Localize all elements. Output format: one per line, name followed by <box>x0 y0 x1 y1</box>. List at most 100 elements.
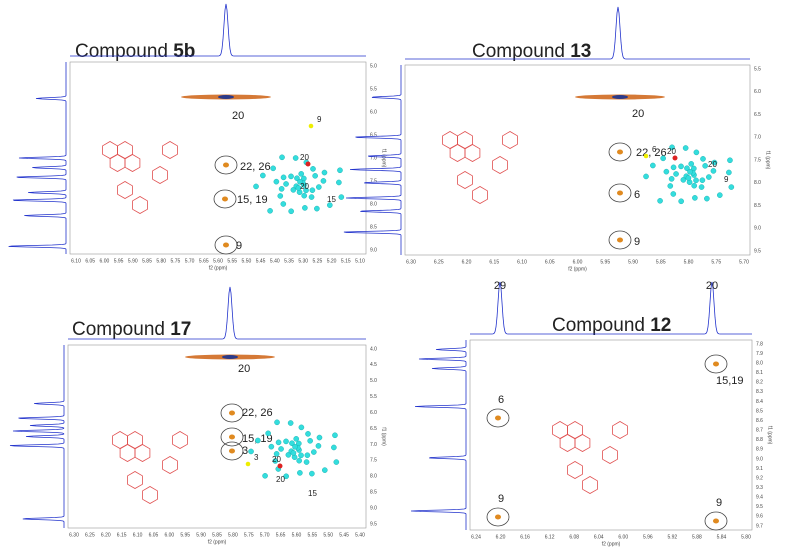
model-atom <box>308 194 315 200</box>
ring <box>127 471 143 489</box>
peak-label: 15, 19 <box>237 194 268 206</box>
peak-label: 6 <box>498 394 504 406</box>
model-atom <box>283 181 289 187</box>
cross-peak <box>495 514 501 520</box>
ring <box>134 444 151 462</box>
plot-frame <box>69 61 367 255</box>
top-peak-label: 20 <box>706 280 718 292</box>
cross-peak <box>495 415 501 421</box>
y-tick-label: 8.5 <box>756 408 763 414</box>
left-projection <box>9 345 65 528</box>
x-tick-label: 5.55 <box>307 532 317 538</box>
x-tick-label: 5.60 <box>213 258 223 264</box>
ring <box>612 421 628 439</box>
cross-peak-core <box>222 355 238 359</box>
top-projection <box>68 286 366 340</box>
y-tick-label: 8.5 <box>370 490 377 496</box>
peak-circle <box>214 235 238 255</box>
x-tick-label: 6.15 <box>117 532 127 538</box>
ring <box>567 461 583 479</box>
model-atom <box>704 195 710 202</box>
model-atom <box>691 182 697 189</box>
y-tick-label: 5.5 <box>370 394 377 400</box>
x-tick-label: 5.45 <box>256 258 266 264</box>
x-tick-label: 6.08 <box>569 534 579 540</box>
model-atom <box>304 452 311 459</box>
model-atom <box>280 174 287 181</box>
model-atom <box>650 162 656 169</box>
model-atom <box>336 179 342 186</box>
x-tick-label: 6.16 <box>520 534 530 540</box>
x-tick-label: 5.40 <box>355 532 365 538</box>
cross-peak <box>223 242 229 248</box>
x-tick-label: 5.30 <box>298 258 308 264</box>
peak-circle <box>220 441 244 461</box>
model-atom <box>253 183 259 190</box>
x-tick-label: 5.70 <box>185 258 195 264</box>
model-atom <box>275 439 282 446</box>
model-atom <box>672 155 678 161</box>
x-tick-label: 5.35 <box>284 258 294 264</box>
model-atom <box>331 444 337 451</box>
plot-frame <box>67 344 367 529</box>
y-tick-label: 7.5 <box>754 157 761 163</box>
peak-label: 9 <box>634 236 640 248</box>
ring <box>117 181 133 199</box>
x-tick-label: 5.84 <box>717 534 727 540</box>
model-atom <box>698 184 705 190</box>
model-atom <box>685 175 692 181</box>
cross-peak <box>617 149 623 155</box>
x-tick-label: 5.96 <box>643 534 653 540</box>
peak-label: 20 <box>232 110 244 122</box>
model-atom <box>322 467 328 473</box>
y-tick-label: 9.5 <box>370 521 377 527</box>
peak-label: 22, 26 <box>240 161 271 173</box>
model-atom <box>265 430 271 437</box>
peak-circle <box>486 507 510 527</box>
x-tick-label: 5.85 <box>142 258 152 264</box>
x-tick-label: 6.05 <box>545 259 555 265</box>
model-atom <box>301 192 307 199</box>
ring <box>492 156 508 174</box>
x-tick-label: 6.25 <box>85 532 95 538</box>
model-atom <box>320 178 327 184</box>
model-label: 15 <box>327 195 336 204</box>
ring <box>172 431 188 449</box>
x-tick-label: 5.45 <box>339 532 349 538</box>
x-tick-label: 6.25 <box>434 259 444 265</box>
model-atom <box>660 155 666 162</box>
model-atom <box>288 208 294 215</box>
model-atom <box>717 192 723 198</box>
x-tick-label: 5.95 <box>600 259 610 265</box>
y-tick-label: 4.5 <box>370 362 377 368</box>
model-atom <box>310 166 316 172</box>
x-tick-label: 5.90 <box>196 532 206 538</box>
left-projection <box>410 340 467 530</box>
y-tick-label: 9.0 <box>370 247 377 253</box>
model-atom <box>295 185 302 191</box>
model-atom <box>688 161 695 167</box>
x-axis-label: f2 (ppm) <box>209 265 228 271</box>
peak-label: 9 <box>716 497 722 509</box>
model-label: 9 <box>724 175 729 184</box>
y-tick-label: 9.5 <box>756 504 763 510</box>
ring <box>457 171 473 189</box>
x-tick-label: 5.85 <box>656 259 666 265</box>
cross-peak <box>617 237 623 243</box>
title-prefix: Compound <box>472 41 565 62</box>
ring <box>152 166 168 184</box>
y-tick-label: 7.8 <box>756 341 763 347</box>
title-number: 5b <box>173 41 195 62</box>
peak-label: 15,19 <box>716 375 744 387</box>
y-tick-label: 8.5 <box>370 224 377 230</box>
model-atom <box>283 438 289 445</box>
model-atom <box>273 451 280 457</box>
y-tick-label: 8.9 <box>756 447 763 453</box>
y-tick-label: 6.0 <box>754 89 761 95</box>
y-tick-label: 8.0 <box>370 201 377 207</box>
model-atom <box>338 194 345 200</box>
cross-peak <box>229 448 235 454</box>
cross-peak <box>713 518 719 524</box>
model-atom <box>678 163 684 170</box>
model-atom <box>727 157 733 164</box>
